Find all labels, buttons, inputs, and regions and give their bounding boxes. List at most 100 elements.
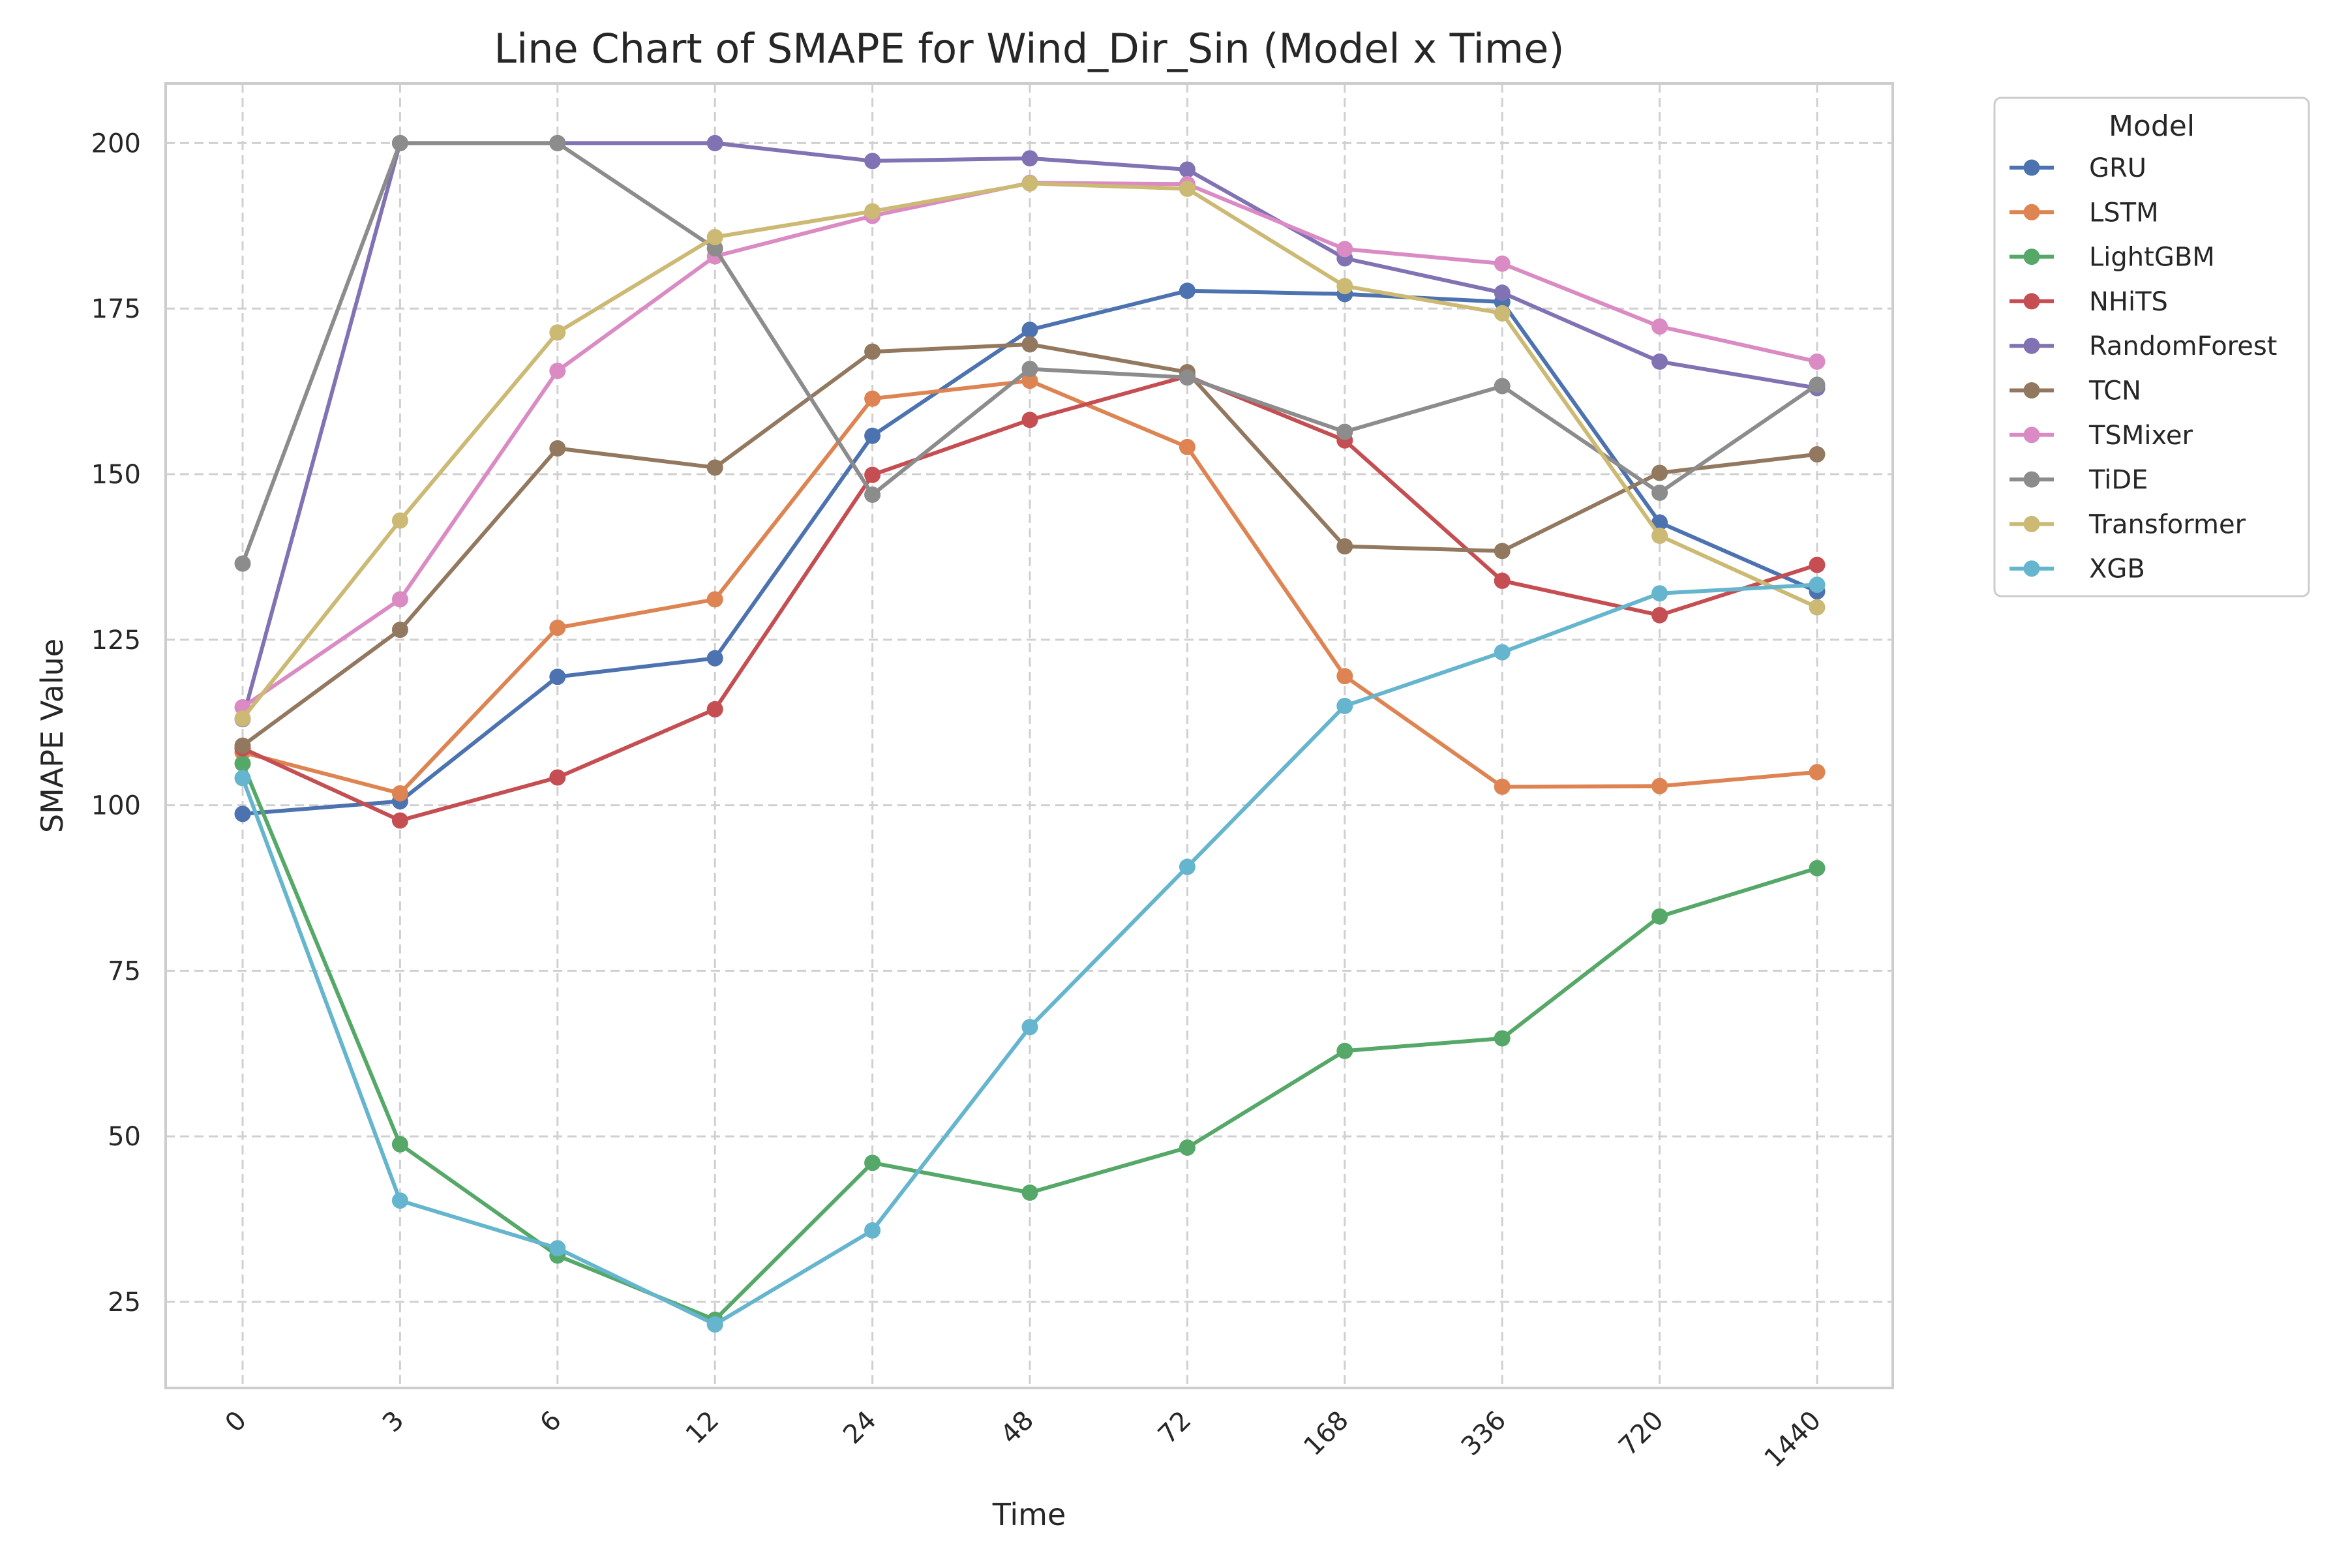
data-point-lightgbm <box>1494 1030 1511 1047</box>
legend-item-lstm: LSTM <box>2009 198 2159 228</box>
data-point-tcn <box>1021 336 1038 353</box>
data-point-lightgbm <box>1809 860 1826 877</box>
data-point-gru <box>234 806 251 822</box>
data-point-xgb <box>1179 858 1196 875</box>
legend-item-tide: TiDE <box>2009 465 2148 495</box>
legend-swatch-marker <box>2023 159 2040 176</box>
data-point-lstm <box>1809 764 1826 781</box>
data-point-randomforest <box>1021 150 1038 167</box>
legend-label: XGB <box>2089 554 2145 584</box>
data-point-nhits <box>1021 412 1038 429</box>
legend-item-nhits: NHiTS <box>2009 287 2168 317</box>
data-point-tide <box>549 134 566 151</box>
data-point-transformer <box>1179 180 1196 197</box>
legend-label: TCN <box>2088 376 2141 406</box>
y-tick-label: 75 <box>108 956 141 986</box>
legend-label: LightGBM <box>2089 243 2215 273</box>
legend-item-tcn: TCN <box>2009 376 2141 406</box>
data-point-transformer <box>391 512 408 529</box>
legend-item-lightgbm: LightGBM <box>2009 243 2215 273</box>
data-point-transformer <box>234 710 251 727</box>
data-point-tide <box>1809 376 1826 393</box>
data-point-tide <box>706 240 723 257</box>
data-point-transformer <box>1494 305 1511 322</box>
y-tick-label: 125 <box>91 626 141 656</box>
data-point-xgb <box>864 1222 881 1239</box>
data-point-nhits <box>1651 607 1668 624</box>
data-point-tcn <box>234 737 251 754</box>
data-point-tcn <box>391 622 408 639</box>
data-point-tide <box>864 486 881 503</box>
grid-lines <box>166 83 1893 1388</box>
legend-swatch-marker <box>2023 382 2040 399</box>
y-tick-label: 150 <box>91 460 141 490</box>
data-point-nhits <box>1809 556 1826 573</box>
data-point-lightgbm <box>864 1154 881 1171</box>
legend: Model GRU LSTM LightGBM NHiTS RandomForest TC… <box>1993 97 2310 597</box>
data-point-lstm <box>1336 668 1353 685</box>
data-point-tsmixer <box>1651 318 1668 335</box>
data-point-nhits <box>549 769 566 786</box>
data-point-randomforest <box>706 134 723 151</box>
legend-item-randomforest: RandomForest <box>2009 331 2277 361</box>
data-point-randomforest <box>864 153 881 170</box>
y-tick-label: 25 <box>108 1288 141 1318</box>
data-point-transformer <box>864 203 881 220</box>
data-point-randomforest <box>1494 284 1511 301</box>
y-tick-label: 175 <box>91 294 141 324</box>
legend-label: Transformer <box>2088 509 2246 539</box>
data-point-tide <box>1021 361 1038 378</box>
data-point-tide <box>1651 484 1668 501</box>
legend-swatch-marker <box>2023 293 2040 310</box>
legend-item-transformer: Transformer <box>2009 509 2246 539</box>
data-point-tcn <box>1336 538 1353 555</box>
legend-box <box>1993 97 2310 597</box>
legend-label: TiDE <box>2088 465 2148 495</box>
data-point-transformer <box>1809 599 1826 616</box>
legend-label: GRU <box>2089 153 2146 183</box>
series-transformer <box>234 175 1826 727</box>
legend-swatch-marker <box>2023 204 2040 220</box>
data-point-lstm <box>1494 778 1511 795</box>
data-point-gru <box>706 650 723 667</box>
series-nhits <box>234 368 1826 829</box>
data-point-lstm <box>864 390 881 407</box>
data-point-transformer <box>1336 278 1353 295</box>
data-point-lstm <box>1651 777 1668 794</box>
data-point-gru <box>864 427 881 444</box>
data-point-transformer <box>1021 175 1038 192</box>
data-point-nhits <box>391 812 408 829</box>
data-point-tcn <box>864 343 881 360</box>
data-point-randomforest <box>1651 353 1668 370</box>
data-point-xgb <box>1336 697 1353 714</box>
data-point-tide <box>234 555 251 572</box>
data-point-xgb <box>234 770 251 787</box>
data-point-lstm <box>549 620 566 637</box>
data-point-tcn <box>706 459 723 476</box>
legend-label: LSTM <box>2089 198 2159 228</box>
legend-swatch-marker <box>2023 427 2040 444</box>
legend-swatch-marker <box>2023 515 2040 532</box>
data-point-tcn <box>1809 446 1826 463</box>
data-point-xgb <box>1809 577 1826 594</box>
data-point-nhits <box>1494 572 1511 589</box>
data-point-tsmixer <box>1336 241 1353 258</box>
data-point-lightgbm <box>1651 908 1668 925</box>
series-tide <box>234 134 1826 572</box>
legend-swatch-marker <box>2023 337 2040 354</box>
data-point-tsmixer <box>1809 353 1826 370</box>
legend-item-tsmixer: TSMixer <box>2009 421 2193 451</box>
data-point-tide <box>1494 378 1511 395</box>
data-point-xgb <box>706 1316 723 1333</box>
data-point-xgb <box>1021 1019 1038 1036</box>
series-xgb <box>234 577 1826 1333</box>
series-lines <box>234 134 1826 1333</box>
legend-items: GRU LSTM LightGBM NHiTS RandomForest TCN TSMix… <box>2009 153 2277 584</box>
data-point-lstm <box>706 591 723 608</box>
data-point-transformer <box>1651 527 1668 544</box>
legend-swatch-marker <box>2023 471 2040 488</box>
data-point-tcn <box>1494 543 1511 560</box>
